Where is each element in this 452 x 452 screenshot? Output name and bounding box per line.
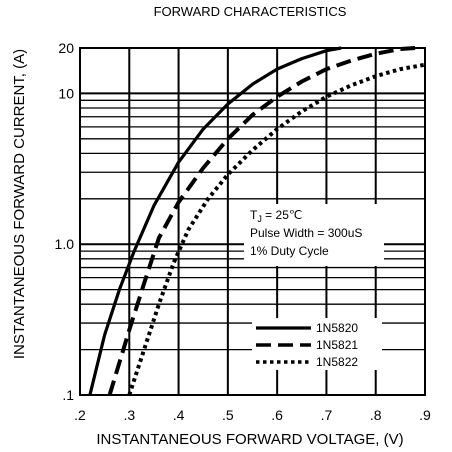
y-axis-label: INSTANTANEOUS FORWARD CURRENT, (A)	[11, 49, 28, 359]
series-line-1n5822	[127, 62, 426, 396]
annotation-background	[244, 204, 384, 266]
series-line-1n5820	[88, 46, 342, 396]
test-conditions-annotation: TJ = 25℃ Pulse Width = 300uS 1% Duty Cyc…	[244, 204, 384, 266]
x-tick-label-2: .4	[173, 407, 185, 423]
series-line-1n5821	[107, 46, 416, 396]
annotation-t: T	[250, 208, 258, 222]
y-tick-label-1: 1.0	[55, 236, 75, 252]
x-tick-label-4: .6	[271, 407, 283, 423]
annotation-line-1: TJ = 25℃	[250, 208, 302, 224]
y-tick-label-2: 10	[58, 85, 74, 101]
legend-label-1n5822: 1N5822	[316, 355, 358, 369]
x-axis-label: INSTANTANEOUS FORWARD VOLTAGE, (V)	[96, 431, 403, 448]
x-tick-label-0: .2	[74, 407, 86, 423]
legend: 1N5820 1N5821 1N5822	[252, 318, 382, 370]
plot-frame	[79, 47, 426, 396]
tick-labels: .2 .3 .4 .5 .6 .7 .8 .9 .1 1.0 10 20	[55, 40, 432, 423]
x-tick-label-3: .5	[222, 407, 234, 423]
chart-title: FORWARD CHARACTERISTICS	[154, 4, 347, 19]
annotation-line-3: 1% Duty Cycle	[250, 244, 329, 258]
x-tick-label-7: .9	[419, 407, 431, 423]
series-curves	[88, 46, 426, 396]
annotation-subscript-j: J	[257, 214, 262, 224]
annotation-temperature: = 25℃	[262, 208, 303, 222]
y-tick-label-3: 20	[58, 40, 74, 56]
x-tick-label-1: .3	[123, 407, 135, 423]
x-tick-label-5: .7	[321, 407, 333, 423]
legend-label-1n5821: 1N5821	[316, 338, 358, 352]
x-tick-label-6: .8	[370, 407, 382, 423]
annotation-line-2: Pulse Width = 300uS	[250, 226, 362, 240]
legend-label-1n5820: 1N5820	[316, 321, 358, 335]
y-tick-label-0: .1	[62, 387, 74, 403]
